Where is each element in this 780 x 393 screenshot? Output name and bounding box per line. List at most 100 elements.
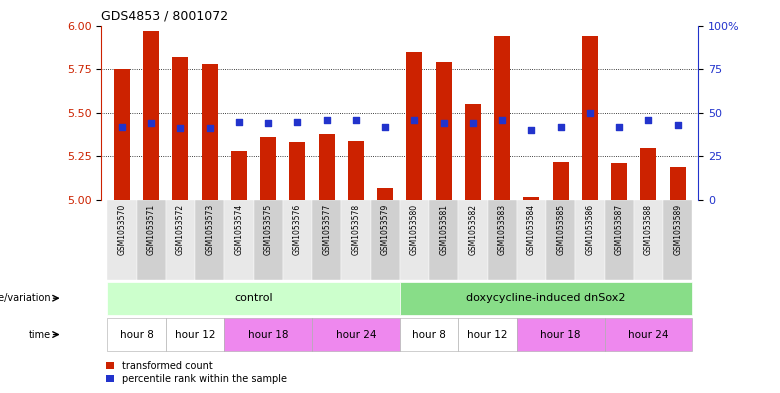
Bar (114, 69, 130, 200)
Text: GSM1053572: GSM1053572 (176, 204, 185, 255)
Text: time: time (29, 330, 51, 340)
Text: GSM1053584: GSM1053584 (526, 204, 536, 255)
Bar (231, 151, 247, 200)
Bar (669, 167, 686, 200)
Point (613, 124, 626, 130)
Text: hour 8: hour 8 (412, 330, 446, 340)
Bar (143, 31, 159, 200)
Text: GSM1053589: GSM1053589 (673, 204, 682, 255)
Text: hour 24: hour 24 (628, 330, 668, 340)
Point (349, 117, 362, 123)
Text: hour 18: hour 18 (248, 330, 289, 340)
Text: GSM1053583: GSM1053583 (498, 204, 507, 255)
Bar (582, 36, 598, 200)
Text: GSM1053586: GSM1053586 (585, 204, 594, 255)
Text: GSM1053574: GSM1053574 (234, 204, 243, 255)
Bar (406, 52, 423, 200)
Bar (312, 318, 400, 351)
Bar (523, 196, 540, 200)
Point (642, 117, 654, 123)
Text: GSM1053576: GSM1053576 (292, 204, 302, 255)
Bar (459, 318, 517, 351)
Bar (640, 148, 657, 200)
Point (525, 127, 537, 133)
Bar (201, 64, 218, 200)
Point (232, 118, 245, 125)
Bar (348, 141, 364, 200)
Bar (663, 200, 693, 280)
Text: hour 24: hour 24 (335, 330, 376, 340)
Text: GSM1053588: GSM1053588 (644, 204, 653, 255)
Text: GSM1053579: GSM1053579 (381, 204, 390, 255)
Bar (429, 200, 459, 280)
Text: genotype/variation: genotype/variation (0, 293, 51, 303)
Bar (435, 62, 452, 200)
Text: GSM1053581: GSM1053581 (439, 204, 448, 255)
Bar (136, 200, 166, 280)
Point (174, 125, 186, 132)
Bar (225, 318, 312, 351)
Bar (400, 282, 693, 314)
Bar (400, 200, 429, 280)
Point (321, 117, 333, 123)
Bar (342, 200, 370, 280)
Point (379, 124, 392, 130)
Point (115, 124, 128, 130)
Bar (604, 318, 693, 351)
Bar (488, 200, 517, 280)
Point (583, 110, 596, 116)
Text: GDS4853 / 8001072: GDS4853 / 8001072 (101, 10, 229, 23)
Text: GSM1053570: GSM1053570 (117, 204, 126, 255)
Text: GSM1053573: GSM1053573 (205, 204, 215, 255)
Bar (108, 282, 400, 314)
Point (408, 117, 420, 123)
Bar (377, 188, 393, 200)
Text: hour 12: hour 12 (175, 330, 215, 340)
Point (672, 122, 684, 128)
Point (438, 120, 450, 127)
Text: GSM1053587: GSM1053587 (615, 204, 624, 255)
Bar (254, 200, 283, 280)
Text: GSM1053578: GSM1053578 (351, 204, 360, 255)
Text: GSM1053575: GSM1053575 (264, 204, 273, 255)
Bar (318, 134, 335, 200)
Bar (611, 163, 627, 200)
Bar (370, 200, 400, 280)
Bar (108, 318, 166, 351)
Point (204, 125, 216, 132)
Bar (289, 142, 306, 200)
Text: GSM1053580: GSM1053580 (410, 204, 419, 255)
Bar (172, 57, 189, 200)
Bar (459, 200, 488, 280)
Bar (576, 200, 604, 280)
Text: hour 12: hour 12 (467, 330, 508, 340)
Text: control: control (234, 293, 273, 303)
Point (291, 118, 303, 125)
Bar (400, 318, 459, 351)
Bar (195, 200, 225, 280)
Bar (546, 200, 576, 280)
Text: GSM1053585: GSM1053585 (556, 204, 566, 255)
Text: GSM1053571: GSM1053571 (147, 204, 156, 255)
Bar (552, 162, 569, 200)
Bar (517, 200, 546, 280)
Bar (465, 104, 481, 200)
Bar (260, 137, 276, 200)
Bar (108, 200, 136, 280)
Point (496, 117, 509, 123)
Legend: transformed count, percentile rank within the sample: transformed count, percentile rank withi… (106, 361, 287, 384)
Bar (312, 200, 342, 280)
Bar (225, 200, 254, 280)
Bar (494, 36, 510, 200)
Point (262, 120, 275, 127)
Point (466, 120, 479, 127)
Bar (634, 200, 663, 280)
Text: hour 18: hour 18 (541, 330, 581, 340)
Bar (517, 318, 604, 351)
Point (555, 124, 567, 130)
Text: GSM1053577: GSM1053577 (322, 204, 332, 255)
Bar (283, 200, 312, 280)
Point (145, 120, 158, 127)
Bar (166, 318, 225, 351)
Bar (166, 200, 195, 280)
